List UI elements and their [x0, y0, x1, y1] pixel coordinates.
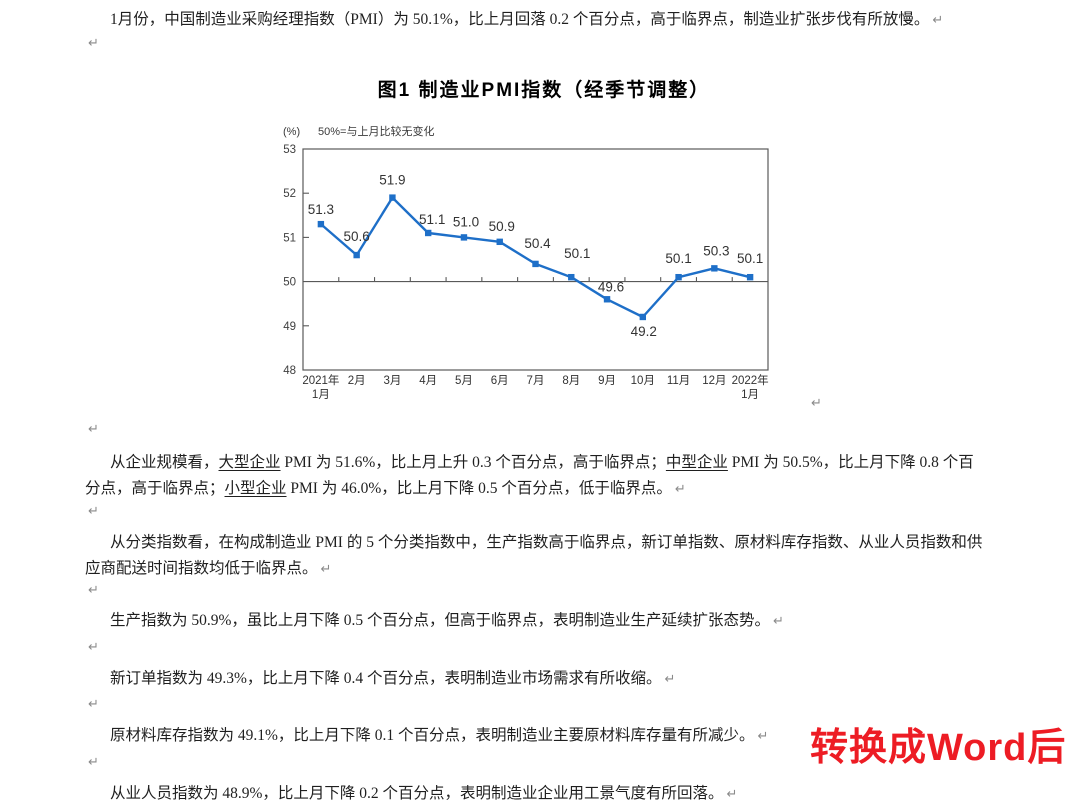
paragraph-mark-icon: ↵: [88, 640, 99, 655]
data-point-label: 51.0: [453, 214, 479, 229]
paragraph-new-orders-index: 新订单指数为 49.3%，比上月下降 0.4 个百分点，表明制造业市场需求有所收…: [85, 666, 987, 693]
data-point-marker: [460, 234, 468, 241]
paragraph-production-index: 生产指数为 50.9%，虽比上月下降 0.5 个百分点，但高于临界点，表明制造业…: [85, 608, 987, 635]
x-axis-label: 2022年: [732, 373, 769, 387]
paragraph-mark-icon: ↵: [88, 755, 99, 770]
chart-title: 图1 制造业PMI指数（经季节调整）: [377, 80, 711, 101]
x-axis-label: 6月: [491, 375, 509, 387]
underlined-term[interactable]: 中型企业: [665, 454, 728, 471]
data-point-marker: [532, 260, 539, 268]
pmi-chart-figure: (%) 50%=与上月比较无变化 53 52 51 50 49 48 51.3 50.6 51.9 5…: [270, 118, 830, 410]
data-point-marker: [675, 273, 682, 281]
x-axis-label: 2月: [348, 375, 366, 387]
x-axis-label: 1月: [741, 389, 759, 401]
paragraph-mark-icon: ↵: [320, 562, 332, 577]
data-point-marker: [711, 265, 718, 272]
data-point-marker: [639, 313, 647, 321]
data-point-marker: [568, 273, 575, 281]
text-segment: 从企业规模看，: [110, 454, 219, 471]
paragraph-raw-materials-index: 原材料库存指数为 49.1%，比上月下降 0.1 个百分点，表明制造业主要原材料…: [85, 723, 987, 750]
pmi-line-chart: (%) 50%=与上月比较无变化 53 52 51 50 49 48 51.3 50.6 51.9 5…: [283, 124, 769, 401]
paragraph-text: 1月份，中国制造业采购经理指数（PMI）为 50.1%，比上月回落 0.2 个百…: [110, 11, 930, 28]
data-point-marker: [317, 220, 325, 228]
paragraph-mark-icon: ↵: [811, 396, 822, 411]
x-axis-label: 2021年: [302, 373, 339, 387]
x-axis-label: 10月: [631, 375, 655, 387]
y-axis-tick-label: 52: [283, 188, 296, 200]
text-segment: PMI 为 51.6%，比上月上升 0.3 个百分点，高于临界点；: [280, 454, 666, 471]
paragraph-enterprise-size: 从企业规模看，大型企业 PMI 为 51.6%，比上月上升 0.3 个百分点，高…: [85, 450, 987, 503]
paragraph-text: 从分类指数看，在构成制造业 PMI 的 5 个分类指数中，生产指数高于临界点，新…: [85, 534, 983, 577]
x-axis-label: 3月: [383, 375, 401, 387]
paragraph-mark-icon: ↵: [88, 697, 99, 712]
paragraph-sub-indices: 从分类指数看，在构成制造业 PMI 的 5 个分类指数中，生产指数高于临界点，新…: [85, 530, 987, 583]
paragraph-pmi-summary: 1月份，中国制造业采购经理指数（PMI）为 50.1%，比上月回落 0.2 个百…: [85, 7, 987, 34]
data-point-marker: [353, 251, 360, 259]
x-axis-label: 7月: [527, 375, 545, 387]
data-point-marker: [496, 238, 503, 246]
underlined-term[interactable]: 大型企业: [218, 454, 281, 471]
paragraph-mark-icon: ↵: [88, 36, 99, 51]
paragraph-text: 从企业规模看，大型企业 PMI 为 51.6%，比上月上升 0.3 个百分点，高…: [85, 454, 974, 497]
data-point-label: 50.6: [344, 229, 370, 244]
paragraph-mark-icon: ↵: [664, 672, 676, 687]
paragraph-mark-icon: ↵: [88, 422, 99, 437]
text-segment: PMI 为 50.5%，比上月下降 0.8 个百分点，高于临界点；: [85, 454, 974, 497]
watermark: 转换成Word后: [810, 727, 1067, 769]
data-point-label: 50.1: [665, 251, 691, 266]
data-point-marker: [746, 273, 754, 281]
chart-note: 50%=与上月比较无变化: [318, 124, 434, 138]
paragraph-text: 原材料库存指数为 49.1%，比上月下降 0.1 个百分点，表明制造业主要原材料…: [110, 727, 755, 744]
data-point-marker: [603, 296, 611, 303]
data-point-label: 50.3: [703, 243, 729, 258]
x-axis-label: 1月: [312, 389, 330, 401]
paragraph-mark-icon: ↵: [932, 13, 944, 28]
data-point-label: 51.9: [379, 173, 405, 188]
paragraph-mark-icon: ↵: [757, 729, 769, 744]
paragraph-text: 生产指数为 50.9%，虽比上月下降 0.5 个百分点，但高于临界点，表明制造业…: [110, 612, 771, 629]
y-axis-unit-label: (%): [283, 126, 300, 138]
y-axis-tick-label: 53: [283, 144, 296, 156]
data-point-label: 50.1: [564, 246, 590, 261]
paragraph-mark-icon: ↵: [674, 482, 686, 497]
data-point-label: 50.4: [524, 236, 551, 251]
x-axis-label: 4月: [419, 375, 437, 387]
data-point-marker: [424, 229, 432, 237]
data-point-label: 49.6: [598, 279, 624, 294]
data-point-label: 50.9: [489, 219, 515, 234]
y-axis-tick-label: 51: [283, 232, 296, 244]
plot-frame: [302, 148, 769, 371]
paragraph-mark-icon: ↵: [88, 583, 99, 598]
paragraph-mark-icon: ↵: [773, 614, 784, 629]
paragraph-mark-icon: ↵: [726, 787, 738, 802]
data-point-label: 51.3: [308, 202, 334, 217]
paragraph-text: 从业人员指数为 48.9%，比上月下降 0.2 个百分点，表明制造业企业用工景气…: [110, 785, 724, 802]
paragraph-text: 新订单指数为 49.3%，比上月下降 0.4 个百分点，表明制造业市场需求有所收…: [110, 670, 662, 687]
paragraph-employment-index: 从业人员指数为 48.9%，比上月下降 0.2 个百分点，表明制造业企业用工景气…: [85, 781, 987, 808]
text-segment: PMI 为 46.0%，比上月下降 0.5 个百分点，低于临界点。: [286, 480, 672, 497]
data-point-label: 49.2: [631, 324, 657, 339]
y-axis-tick-label: 50: [283, 277, 296, 289]
x-axis-label: 9月: [598, 375, 616, 387]
x-axis-label: 12月: [702, 375, 726, 387]
data-point-label: 51.1: [419, 212, 445, 227]
x-axis-label: 5月: [455, 375, 473, 387]
x-axis-label: 8月: [562, 375, 580, 387]
paragraph-mark-icon: ↵: [88, 504, 99, 519]
data-point-marker: [389, 194, 396, 201]
y-axis-tick-label: 48: [283, 365, 296, 377]
y-axis-tick-label: 49: [283, 321, 296, 333]
underlined-term[interactable]: 小型企业: [224, 480, 287, 497]
x-axis-label: 11月: [667, 375, 690, 387]
data-point-label: 50.1: [737, 251, 763, 266]
